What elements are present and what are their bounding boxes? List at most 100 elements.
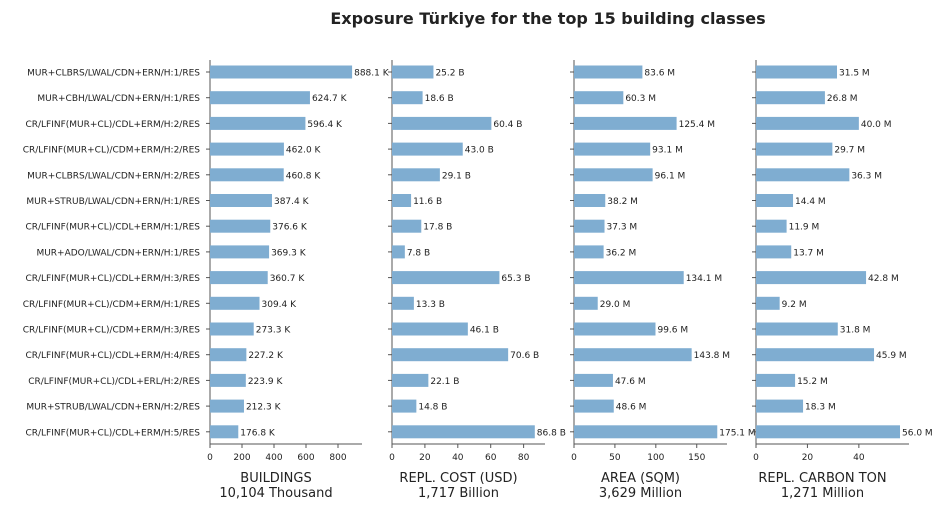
category-label: MUR+CLBRS/LWAL/CDN+ERN/H:1/RES <box>27 69 200 79</box>
x-tick-label: 20 <box>802 453 814 463</box>
category-label: CR/LFINF(MUR+CL)/CDL+ERM/H:3/RES <box>25 274 200 284</box>
x-tick-label: 60 <box>485 453 497 463</box>
bar <box>756 425 900 439</box>
bar <box>210 425 239 439</box>
bar <box>210 399 244 413</box>
bar-value-label: 460.8 K <box>286 171 322 181</box>
bar <box>210 219 271 233</box>
x-tick-label: 20 <box>419 453 431 463</box>
bar-value-label: 176.8 K <box>240 428 276 438</box>
bar-value-label: 31.8 M <box>840 326 871 336</box>
bar-value-label: 18.6 B <box>425 94 454 104</box>
bar-value-label: 13.7 M <box>793 248 824 258</box>
category-label: CR/LFINF(MUR+CL)/CDM+ERM/H:2/RES <box>23 146 201 156</box>
bar-value-label: 65.3 B <box>501 274 530 284</box>
bar <box>392 245 405 259</box>
bar <box>756 65 837 79</box>
bar <box>574 219 605 233</box>
bar <box>574 142 651 156</box>
bar <box>574 116 677 130</box>
bar <box>574 245 604 259</box>
x-axis-total: 1,717 Billion <box>418 486 499 501</box>
bar-value-label: 624.7 K <box>312 94 348 104</box>
bar <box>756 219 787 233</box>
bar <box>574 373 613 387</box>
bar-value-label: 29.0 M <box>600 300 631 310</box>
bar-value-label: 99.6 M <box>657 326 688 336</box>
bar <box>574 91 624 105</box>
bar <box>392 425 535 439</box>
bar-value-label: 31.5 M <box>839 69 870 79</box>
bar <box>392 194 412 207</box>
bar <box>392 142 463 156</box>
bar-value-label: 70.6 B <box>510 351 539 361</box>
bar <box>210 322 254 336</box>
x-tick-label: 0 <box>753 453 759 463</box>
bar <box>210 91 310 105</box>
bar <box>210 194 272 207</box>
bar <box>574 296 598 310</box>
x-tick-label: 400 <box>265 453 282 463</box>
bar <box>210 245 270 259</box>
bar <box>574 399 614 413</box>
bar <box>756 348 875 362</box>
bar-value-label: 227.2 K <box>248 351 284 361</box>
bar-value-label: 15.2 M <box>797 377 828 387</box>
x-tick-label: 150 <box>688 453 705 463</box>
bar <box>756 194 794 207</box>
bar-value-label: 7.8 B <box>407 248 430 258</box>
bar <box>210 373 246 387</box>
bar <box>392 348 509 362</box>
bar-value-label: 273.3 K <box>256 326 292 336</box>
bar <box>574 425 718 439</box>
bar-value-label: 175.1 M <box>719 428 755 438</box>
bar-value-label: 462.0 K <box>286 146 322 156</box>
x-tick-label: 800 <box>329 453 346 463</box>
x-axis-label: BUILDINGS <box>240 471 311 486</box>
bar <box>756 142 833 156</box>
x-axis-total: 1,271 Million <box>781 486 864 501</box>
bar <box>574 348 692 362</box>
bar <box>756 296 780 310</box>
bar-value-label: 17.8 B <box>423 223 452 233</box>
bar-value-label: 60.3 M <box>625 94 656 104</box>
category-label: CR/LFINF(MUR+CL)/CDL+ERM/H:2/RES <box>25 120 200 130</box>
bar-value-label: 369.3 K <box>271 248 307 258</box>
bar <box>392 322 468 336</box>
bar <box>392 219 422 233</box>
chart-title: Exposure Türkiye for the top 15 building… <box>330 9 765 28</box>
x-axis-label: REPL. CARBON TON <box>758 471 886 486</box>
bar-value-label: 14.8 B <box>418 403 447 413</box>
x-tick-label: 0 <box>571 453 577 463</box>
category-label: MUR+ADO/LWAL/CDN+ERN/H:1/RES <box>36 248 200 258</box>
bar <box>574 194 606 207</box>
bar-value-label: 86.8 B <box>537 428 566 438</box>
category-label: CR/LFINF(MUR+CL)/CDM+ERM/H:1/RES <box>23 300 201 310</box>
bar <box>210 271 268 285</box>
bar <box>756 91 825 105</box>
bar <box>756 399 804 413</box>
bar <box>574 271 684 285</box>
category-label: MUR+STRUB/LWAL/CDN+ERN/H:1/RES <box>26 197 200 207</box>
bar-value-label: 96.1 M <box>655 171 686 181</box>
bar <box>392 168 440 182</box>
bar <box>392 296 414 310</box>
bar <box>392 91 423 105</box>
category-label: CR/LFINF(MUR+CL)/CDL+ERL/H:2/RES <box>28 377 200 387</box>
category-label: MUR+CLBRS/LWAL/CDN+ERN/H:2/RES <box>27 171 200 181</box>
x-tick-label: 200 <box>233 453 250 463</box>
bar-value-label: 26.8 M <box>827 94 858 104</box>
x-axis-label: REPL. COST (USD) <box>399 471 517 486</box>
bar <box>392 65 434 79</box>
x-axis-total: 10,104 Thousand <box>219 486 332 501</box>
category-label: CR/LFINF(MUR+CL)/CDL+ERM/H:5/RES <box>25 428 200 438</box>
bar <box>210 116 306 130</box>
bar-value-label: 13.3 B <box>416 300 445 310</box>
bar <box>756 322 838 336</box>
bar-value-label: 40.0 M <box>861 120 892 130</box>
bar <box>392 271 500 285</box>
bar <box>756 373 796 387</box>
x-tick-label: 0 <box>389 453 395 463</box>
